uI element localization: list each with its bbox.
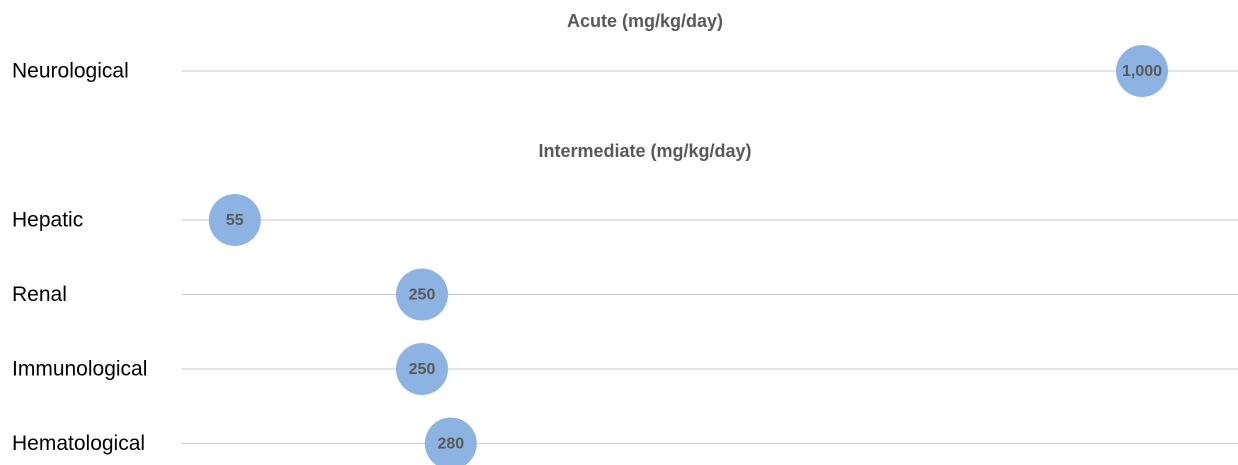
value-label: 55 (226, 212, 244, 229)
category-label: Immunological (12, 358, 147, 381)
category-label: Hepatic (12, 209, 83, 232)
category-label: Renal (12, 283, 67, 306)
value-label: 250 (409, 287, 436, 304)
value-label: 280 (437, 436, 464, 453)
panel-title: Intermediate (mg/kg/day) (538, 141, 751, 161)
value-label: 250 (409, 361, 436, 378)
category-label: Neurological (12, 60, 129, 83)
value-label: 1,000 (1122, 63, 1162, 80)
category-label: Hematological (12, 432, 145, 455)
dot (396, 268, 448, 321)
dot (208, 194, 261, 246)
panel-title: Acute (mg/kg/day) (567, 11, 723, 31)
dot (396, 343, 448, 395)
dot (424, 417, 477, 465)
dot (1116, 45, 1168, 97)
